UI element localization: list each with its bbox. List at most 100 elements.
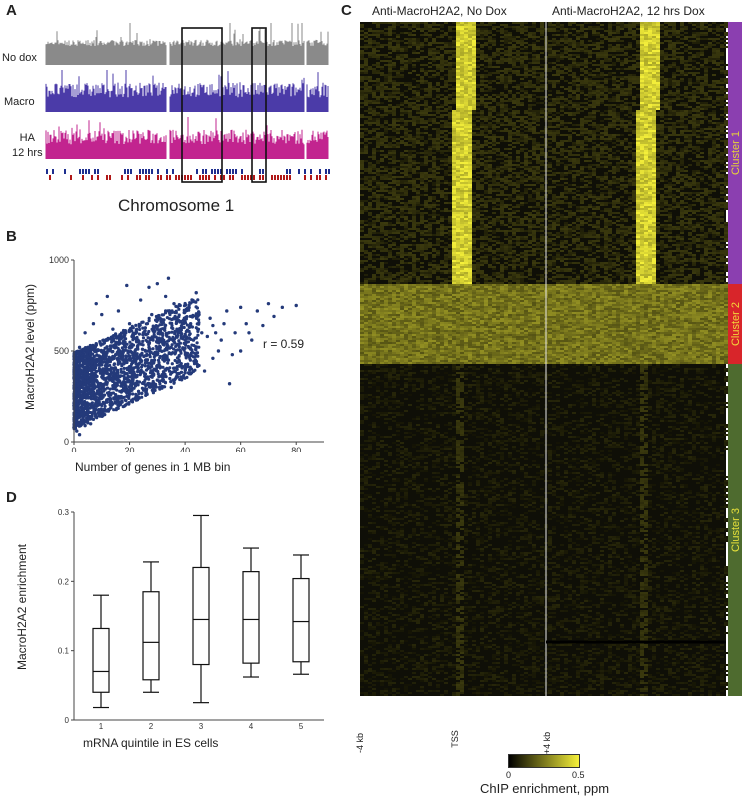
scatter-point [151,347,155,351]
heatmap-cell [660,102,664,104]
heatmap-cell [688,82,692,84]
heatmap-cell [516,74,520,76]
heatmap-cell [512,22,516,24]
heatmap-cell [396,42,400,44]
scatter-point [173,329,177,333]
heatmap-cell [500,82,504,84]
heatmap-cell [464,44,468,46]
heatmap-cell [656,106,660,108]
scatter-point [178,303,182,308]
heatmap-cell [564,32,568,34]
heatmap-cell [468,106,472,108]
heatmap-cell [620,40,624,42]
scatter-point [190,325,194,329]
heatmap-cell [392,64,396,66]
heatmap-cell [380,46,384,48]
scatter-point [177,331,182,335]
heatmap-cell [664,98,668,100]
heatmap-cell [720,82,724,84]
heatmap-cell [700,22,704,24]
heatmap-cell [604,52,608,54]
heatmap-cell [468,32,472,34]
heatmap-cell [532,104,536,106]
scatter-point [170,330,174,334]
heatmap-cell [456,52,460,54]
heatmap-cell [520,60,524,62]
heatmap-cell [560,98,564,100]
heatmap-cell [364,78,368,80]
heatmap-cell [412,64,416,66]
scatter-point [112,381,117,385]
heatmap-cell [364,58,368,60]
heatmap-cell [384,64,388,66]
heatmap-cell [392,82,396,84]
scatter-point [168,317,172,321]
scatter-point [85,355,89,359]
heatmap-cell [456,30,460,32]
heatmap-cell [628,78,632,80]
gene-annotation-tick [229,169,231,174]
scatter-point [113,346,117,350]
heatmap-cell [528,108,532,110]
heatmap-cell [472,28,476,30]
scatter-point [177,363,182,368]
heatmap-cell [644,90,648,92]
heatmap-cell [500,100,504,102]
heatmap-cell [552,80,556,82]
scatter-point [216,349,221,353]
heatmap-cell [568,22,572,24]
scatter-point [131,377,135,381]
heatmap-cell [716,34,720,36]
heatmap-cell [416,40,420,42]
heatmap-cell [468,24,472,26]
heatmap-cell [548,40,552,42]
heatmap-cell [608,106,612,108]
heatmap-cell [704,94,708,96]
scatter-point [91,322,96,326]
heatmap-cell [500,40,504,42]
heatmap-cell [648,68,652,70]
heatmap-cell [512,66,516,68]
heatmap-cell [692,32,696,34]
heatmap-cell [484,104,488,106]
heatmap-cell [600,84,604,86]
heatmap-cell [504,68,508,70]
heatmap-cell [524,56,528,58]
heatmap-cell [484,94,488,96]
heatmap-cell [528,94,532,96]
heatmap-cell [464,30,468,32]
panel-a-letter: A [6,2,17,19]
gene-annotation-tick [148,169,150,174]
heatmap-cell [496,30,500,32]
heatmap-cell [640,108,644,110]
heatmap-cell [648,86,652,88]
scatter-point [97,413,101,417]
heatmap-cell [600,24,604,26]
heatmap-cell [524,70,528,72]
heatmap-cell [508,68,512,70]
heatmap-cell [692,60,696,62]
heatmap-cell [432,28,436,30]
heatmap-cell [444,80,448,82]
heatmap-cell [668,40,672,42]
heatmap-cell [436,46,440,48]
heatmap-cell [716,92,720,94]
heatmap-cell [520,56,524,58]
heatmap-cell [700,66,704,68]
heatmap-cell [512,28,516,30]
heatmap-cell [612,64,616,66]
heatmap-cell [676,36,680,38]
heatmap-cell [640,64,644,66]
heatmap-cell [688,106,692,108]
heatmap-cell [432,40,436,42]
gene-annotation-tick [289,169,291,174]
heatmap-cell [556,54,560,56]
heatmap-cell [516,30,520,32]
scatter-point [174,309,178,313]
heatmap-cell [552,98,556,100]
heatmap-cell [592,48,596,50]
scatter-point [134,362,138,366]
heatmap-cell [468,74,472,76]
heatmap-cell [476,38,480,40]
heatmap-cell [652,52,656,54]
